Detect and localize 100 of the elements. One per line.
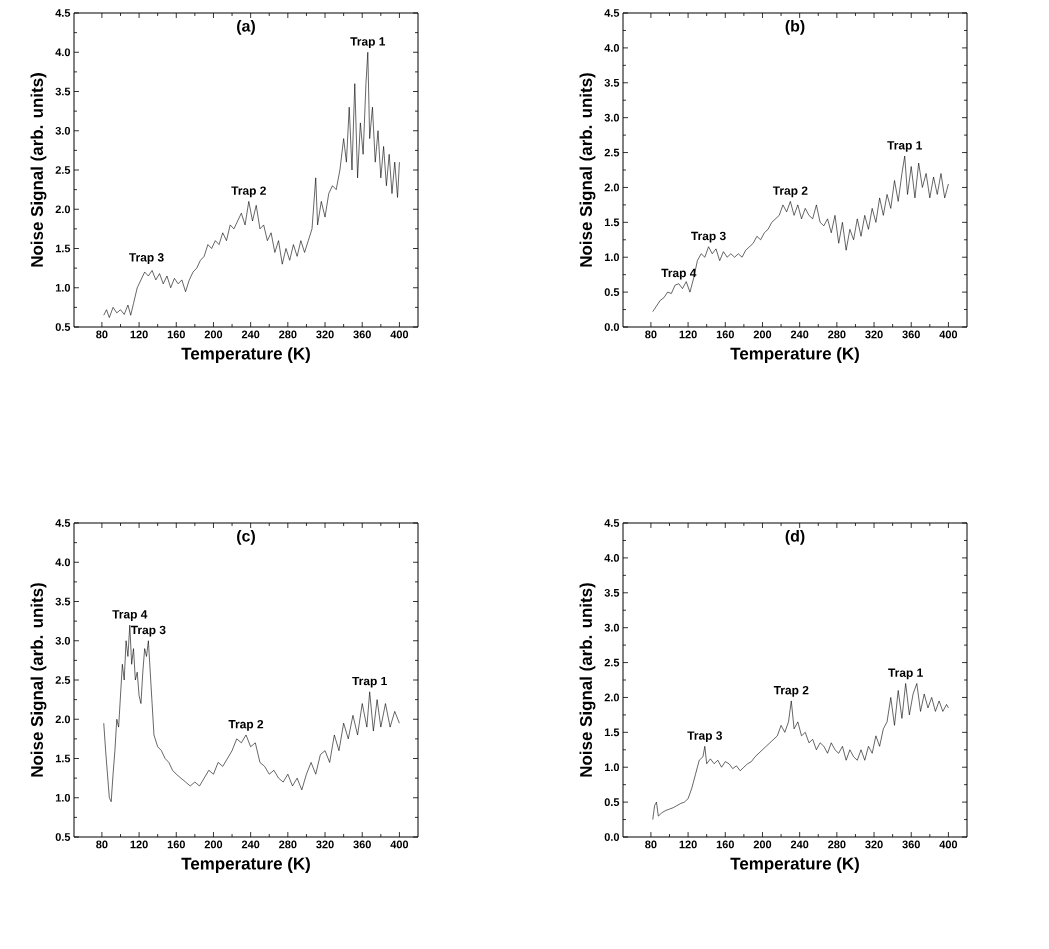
chart-title: (c) bbox=[237, 529, 255, 545]
y-axis-title: Noise Signal (arb. units) bbox=[579, 73, 596, 267]
y-axis-title: Noise Signal (arb. units) bbox=[30, 73, 47, 267]
annotation: Trap 2 bbox=[772, 186, 808, 198]
x-tick-label: 160 bbox=[167, 840, 185, 849]
annotation: Trap 2 bbox=[231, 186, 266, 198]
y-tick-label: 1.5 bbox=[604, 218, 620, 227]
y-tick-label: 3.0 bbox=[55, 126, 71, 135]
chart-title: (b) bbox=[785, 19, 805, 35]
x-tick-label: 200 bbox=[753, 840, 772, 849]
y-tick-label: 0.5 bbox=[604, 798, 620, 806]
annotation: Trap 3 bbox=[691, 231, 726, 243]
x-tick-label: 160 bbox=[716, 330, 734, 339]
annotation: Trap 4 bbox=[661, 268, 697, 280]
annotation: Trap 1 bbox=[887, 141, 922, 152]
y-tick-label: 4.0 bbox=[55, 558, 71, 567]
x-tick-label: 120 bbox=[679, 840, 697, 849]
x-tick-label: 160 bbox=[167, 330, 185, 339]
y-tick-label: 4.0 bbox=[55, 48, 71, 57]
annotation: Trap 1 bbox=[350, 37, 386, 49]
annotation: Trap 2 bbox=[773, 685, 809, 697]
x-tick-label: 400 bbox=[939, 330, 958, 339]
y-tick-label: 1.0 bbox=[604, 763, 620, 772]
y-tick-label: 3.5 bbox=[55, 597, 71, 606]
y-tick-label: 1.5 bbox=[604, 728, 620, 737]
annotation: Trap 3 bbox=[687, 731, 722, 743]
y-tick-label: 3.5 bbox=[604, 78, 620, 87]
x-tick-label: 400 bbox=[939, 840, 958, 849]
y-tick-label: 4.5 bbox=[55, 9, 71, 17]
y-tick-label: 1.5 bbox=[55, 244, 71, 253]
x-tick-label: 360 bbox=[353, 330, 371, 339]
chart-title: (d) bbox=[785, 529, 805, 545]
x-tick-label: 240 bbox=[241, 330, 260, 339]
y-tick-label: 4.5 bbox=[55, 519, 71, 527]
x-tick-label: 80 bbox=[96, 330, 108, 339]
annotation: Trap 3 bbox=[130, 625, 166, 637]
chart-title: (a) bbox=[237, 19, 255, 35]
annotation: Trap 4 bbox=[112, 610, 148, 621]
x-tick-label: 200 bbox=[204, 330, 223, 339]
y-tick-label: 2.5 bbox=[604, 148, 620, 157]
x-tick-label: 320 bbox=[865, 330, 883, 339]
x-tick-label: 320 bbox=[316, 840, 334, 849]
y-tick-label: 2.0 bbox=[604, 183, 620, 192]
x-tick-label: 320 bbox=[316, 330, 334, 339]
y-tick-label: 0.5 bbox=[55, 833, 71, 841]
x-tick-label: 80 bbox=[96, 840, 108, 849]
y-tick-label: 2.5 bbox=[55, 676, 71, 684]
y-tick-label: 2.5 bbox=[604, 658, 620, 667]
x-tick-label: 280 bbox=[828, 330, 846, 339]
y-tick-label: 1.0 bbox=[604, 253, 620, 262]
x-axis-title: Temperature (K) bbox=[730, 857, 859, 873]
x-tick-label: 280 bbox=[279, 840, 297, 849]
x-tick-label: 120 bbox=[130, 330, 148, 339]
x-tick-label: 120 bbox=[679, 330, 697, 339]
x-tick-label: 240 bbox=[790, 840, 809, 849]
y-tick-label: 2.5 bbox=[55, 166, 71, 174]
line-series bbox=[103, 51, 400, 318]
x-axis-title: Temperature (K) bbox=[181, 857, 310, 873]
x-tick-label: 400 bbox=[390, 330, 409, 339]
x-tick-label: 160 bbox=[716, 840, 734, 849]
y-tick-label: 3.0 bbox=[55, 636, 71, 645]
y-tick-label: 2.0 bbox=[55, 205, 71, 214]
y-tick-label: 3.0 bbox=[604, 113, 620, 122]
y-tick-label: 1.5 bbox=[55, 754, 71, 763]
x-tick-label: 240 bbox=[241, 840, 260, 849]
x-tick-label: 80 bbox=[645, 840, 657, 849]
annotation: Trap 3 bbox=[129, 253, 164, 264]
annotation: Trap 2 bbox=[228, 719, 264, 731]
annotation: Trap 1 bbox=[352, 676, 387, 688]
x-tick-label: 200 bbox=[204, 840, 223, 849]
x-tick-label: 320 bbox=[865, 840, 883, 849]
y-tick-label: 0.0 bbox=[604, 833, 620, 841]
annotation: Trap 1 bbox=[888, 668, 923, 680]
x-tick-label: 120 bbox=[130, 840, 148, 849]
x-axis-title: Temperature (K) bbox=[730, 347, 859, 363]
y-axis-title: Noise Signal (arb. units) bbox=[30, 583, 47, 777]
x-tick-label: 400 bbox=[390, 840, 409, 849]
y-tick-label: 3.5 bbox=[55, 87, 71, 96]
y-tick-label: 3.5 bbox=[604, 588, 620, 597]
x-tick-label: 280 bbox=[279, 330, 297, 339]
x-axis-title: Temperature (K) bbox=[181, 347, 310, 363]
y-tick-label: 2.0 bbox=[55, 715, 71, 724]
y-tick-label: 2.0 bbox=[604, 693, 620, 702]
x-tick-label: 240 bbox=[790, 330, 809, 339]
x-tick-label: 360 bbox=[353, 840, 371, 849]
y-tick-label: 3.0 bbox=[604, 623, 620, 632]
y-tick-label: 4.0 bbox=[604, 554, 620, 562]
y-tick-label: 0.5 bbox=[55, 323, 71, 331]
y-tick-label: 4.0 bbox=[604, 44, 620, 52]
x-tick-label: 360 bbox=[902, 330, 920, 339]
y-tick-label: 4.5 bbox=[604, 9, 620, 17]
y-axis-title: Noise Signal (arb. units) bbox=[579, 583, 596, 777]
x-tick-label: 80 bbox=[645, 330, 657, 339]
x-tick-label: 280 bbox=[828, 840, 846, 849]
y-tick-label: 0.0 bbox=[604, 323, 620, 331]
x-tick-label: 360 bbox=[902, 840, 920, 849]
y-tick-label: 0.5 bbox=[604, 288, 620, 296]
y-tick-label: 1.0 bbox=[55, 793, 71, 802]
y-tick-label: 4.5 bbox=[604, 519, 620, 527]
x-tick-label: 200 bbox=[753, 330, 772, 339]
